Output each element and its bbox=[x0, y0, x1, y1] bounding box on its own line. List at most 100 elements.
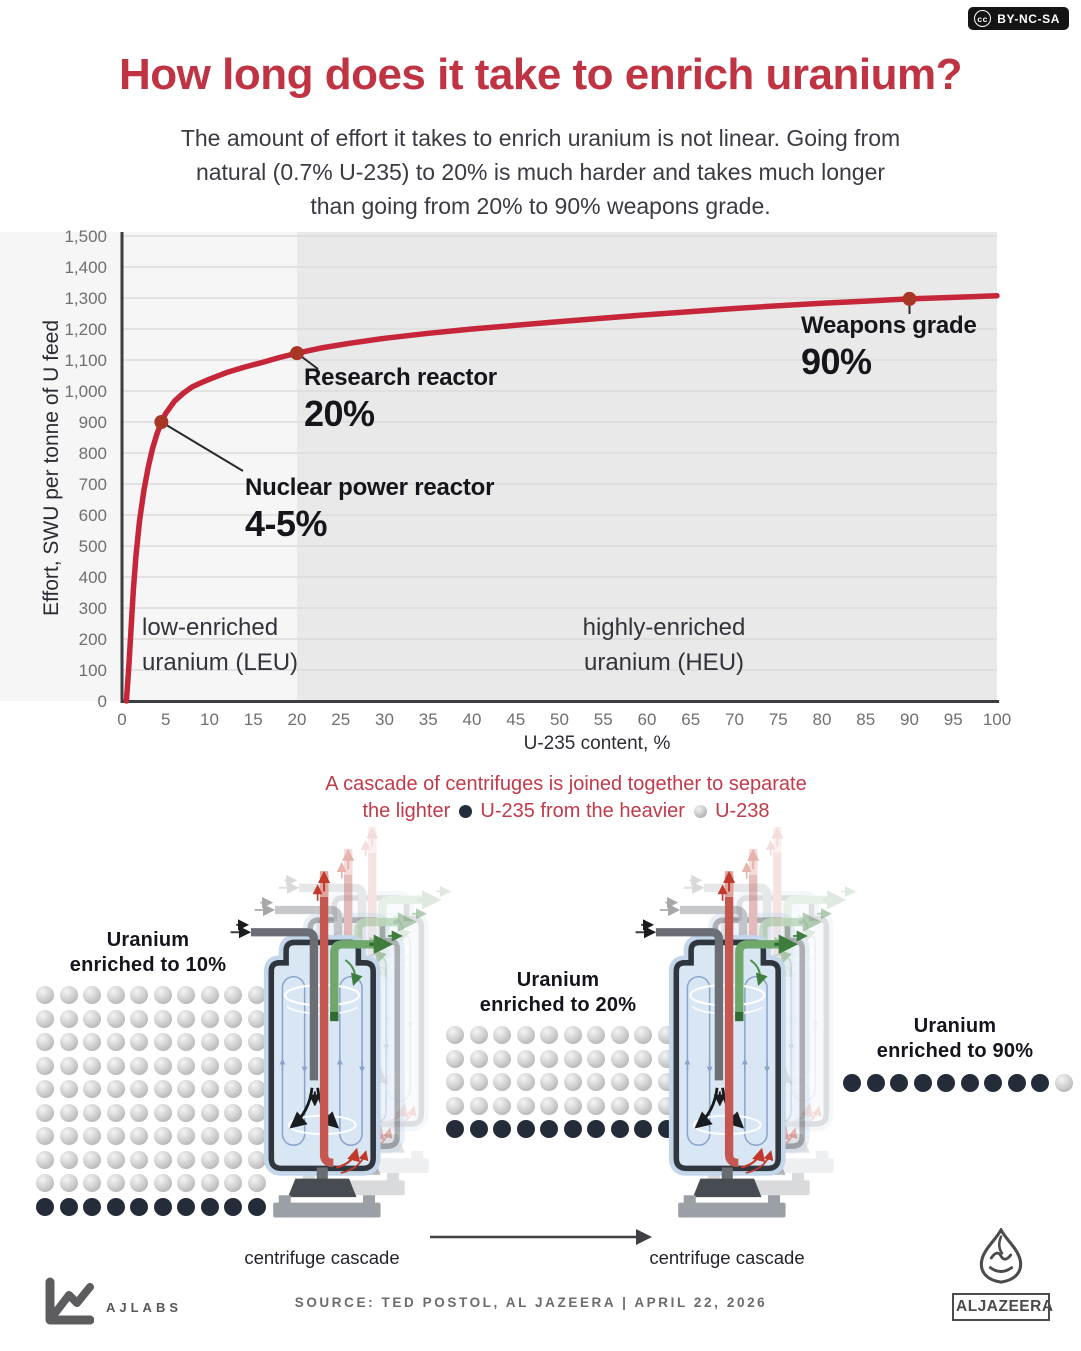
u238-dot bbox=[247, 1174, 266, 1192]
u238-dot bbox=[177, 1080, 195, 1098]
u238-dot bbox=[446, 1073, 464, 1091]
u238-dot bbox=[36, 986, 54, 1004]
u238-dot bbox=[224, 1080, 242, 1098]
u235-dot bbox=[177, 1197, 195, 1216]
u235-dot bbox=[36, 1197, 54, 1216]
u238-dot bbox=[446, 1096, 464, 1115]
cascade-intro-text: A cascade of centrifuges is joined toget… bbox=[0, 771, 1081, 825]
u238-dot bbox=[247, 1009, 266, 1028]
x-tick-label: 80 bbox=[813, 710, 832, 729]
u238-dot bbox=[153, 1127, 172, 1145]
cascade-intro-part3: U-238 bbox=[715, 800, 770, 822]
u238-dot bbox=[516, 1049, 535, 1068]
u238-dot bbox=[563, 1049, 582, 1068]
u238-dot bbox=[587, 1049, 605, 1068]
u238-dot bbox=[200, 1033, 219, 1051]
source-credit: SOURCE: TED POSTOL, AL JAZEERA | APRIL 2… bbox=[294, 1295, 768, 1310]
enrichment-effort-chart: 0 100 200 300 400 500 600 700 800 900 1,000 1,100 1,… bbox=[0, 227, 1081, 760]
u235-dot bbox=[890, 1074, 908, 1092]
x-tick-label: 25 bbox=[331, 710, 350, 729]
u238-dot bbox=[200, 1174, 219, 1192]
u238-dot bbox=[469, 1026, 488, 1044]
u238-dot bbox=[247, 1150, 266, 1169]
effort-curve bbox=[123, 293, 1000, 704]
u238-dot bbox=[59, 1103, 78, 1122]
y-axis-title: Effort, SWU per tonne of U feed bbox=[40, 319, 63, 617]
u235-dot bbox=[984, 1074, 1002, 1092]
subtitle-line-3: than going from 20% to 90% weapons grade… bbox=[310, 193, 771, 219]
cc-license-badge: cc BY-NC-SA bbox=[968, 7, 1069, 30]
u238-dot bbox=[563, 1073, 582, 1091]
u238-dot bbox=[247, 986, 266, 1004]
u238-dot bbox=[540, 1096, 558, 1115]
u235-dot bbox=[247, 1197, 266, 1216]
y-tick-label: 500 bbox=[79, 537, 107, 556]
u238-dot bbox=[177, 1174, 195, 1192]
u235-dot bbox=[587, 1120, 605, 1138]
u238-dot bbox=[587, 1096, 605, 1115]
u235-dot bbox=[1031, 1074, 1049, 1092]
x-tick-label: 10 bbox=[200, 710, 219, 729]
region-label-heu: highly-enriched uranium (HEU) bbox=[553, 610, 775, 680]
u238-dot bbox=[200, 1103, 219, 1122]
u238-dot bbox=[469, 1096, 488, 1115]
u238-dot bbox=[587, 1073, 605, 1091]
grid-title-line: enriched to 10% bbox=[69, 954, 227, 976]
y-tick-label: 300 bbox=[79, 599, 107, 618]
u238-dot bbox=[153, 1174, 172, 1192]
y-tick-label: 400 bbox=[79, 568, 107, 587]
u238-dot bbox=[59, 1174, 78, 1192]
subtitle-line-2: natural (0.7% U-235) to 20% is much hard… bbox=[195, 159, 886, 185]
cascade-intro-line-2: the lighter U-235 from the heavier U-238 bbox=[0, 798, 1081, 825]
u238-dot bbox=[59, 1127, 78, 1145]
u238-dot bbox=[516, 1073, 535, 1091]
cc-license-label: BY-NC-SA bbox=[997, 11, 1060, 26]
ajlabs-chart-icon bbox=[45, 1277, 94, 1325]
y-tick-label: 700 bbox=[79, 475, 107, 494]
u238-dot bbox=[36, 1056, 54, 1075]
u238-dot bbox=[130, 1150, 148, 1169]
u238-dot bbox=[224, 1009, 242, 1028]
u238-dot bbox=[177, 1033, 195, 1051]
u238-dot bbox=[177, 1127, 195, 1145]
u238-dot bbox=[493, 1026, 511, 1044]
x-tick-label: 65 bbox=[681, 710, 700, 729]
x-tick-label: 70 bbox=[725, 710, 744, 729]
u238-dot bbox=[516, 1026, 535, 1044]
centrifuge-cascade-label-left: centrifuge cascade bbox=[244, 1247, 400, 1268]
y-tick-label: 1,100 bbox=[64, 351, 107, 370]
u238-dot bbox=[36, 1127, 54, 1145]
u235-legend-dot-icon bbox=[458, 805, 472, 818]
u238-dot bbox=[224, 1103, 242, 1122]
u238-dot bbox=[177, 1056, 195, 1075]
x-tick-label: 100 bbox=[983, 710, 1011, 729]
u238-dot bbox=[224, 1056, 242, 1075]
u235-dot bbox=[493, 1120, 511, 1138]
centrifuge-cascade-label-right: centrifuge cascade bbox=[649, 1247, 805, 1268]
u238-dot bbox=[540, 1026, 558, 1044]
u238-dot bbox=[106, 1103, 125, 1122]
u235-dot bbox=[540, 1120, 558, 1138]
u238-legend-dot-icon bbox=[693, 805, 707, 818]
cascade-flow-arrow-icon bbox=[430, 1229, 652, 1245]
x-tick-label: 55 bbox=[594, 710, 613, 729]
x-tick-label: 15 bbox=[244, 710, 263, 729]
u238-dot bbox=[130, 1033, 148, 1051]
u238-dot bbox=[36, 1103, 54, 1122]
u238-dot bbox=[247, 1056, 266, 1075]
u238-dot bbox=[200, 1080, 219, 1098]
y-tick-label: 900 bbox=[79, 413, 107, 432]
grid-title-line: Uranium bbox=[516, 969, 600, 991]
u238-dot bbox=[224, 1127, 242, 1145]
u238-dot bbox=[36, 1009, 54, 1028]
annotation-label: Research reactor bbox=[304, 364, 497, 391]
u238-dot bbox=[130, 1080, 148, 1098]
u238-dot bbox=[563, 1096, 582, 1115]
annotation-label: Weapons grade bbox=[801, 312, 977, 339]
grid-title-line: enriched to 20% bbox=[479, 994, 637, 1016]
u238-dot bbox=[106, 1174, 125, 1192]
u235-dot bbox=[843, 1074, 861, 1092]
cascade-intro-part2: U-235 from the heavier bbox=[480, 800, 685, 822]
u238-dot bbox=[130, 1127, 148, 1145]
